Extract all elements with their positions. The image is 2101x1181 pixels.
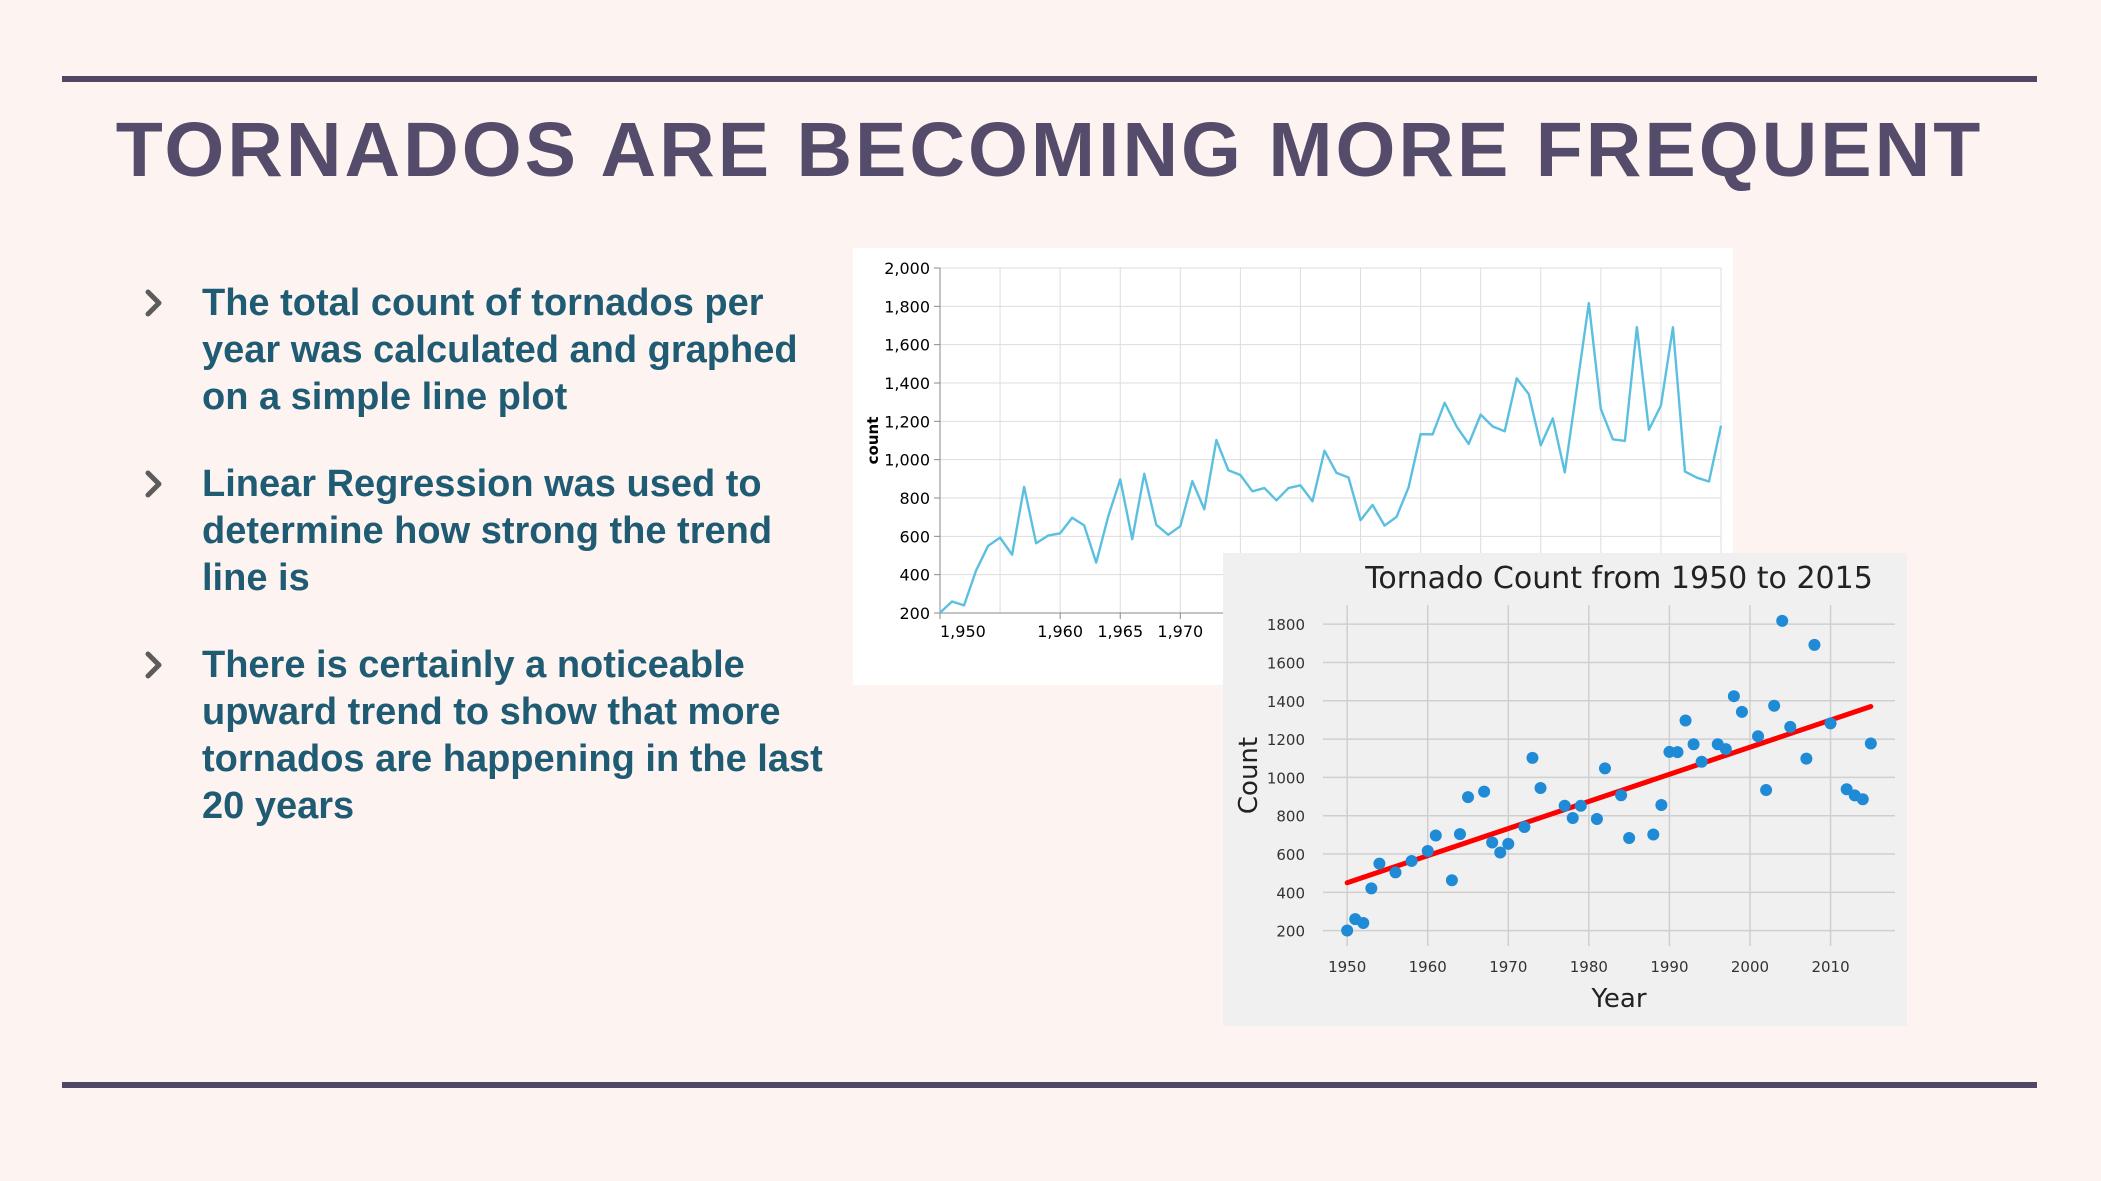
scatter-ytick-label: 400 bbox=[1276, 884, 1305, 902]
scatter-point bbox=[1421, 844, 1434, 857]
scatter-point bbox=[1864, 737, 1877, 750]
line-chart-series bbox=[939, 301, 1723, 614]
scatter-xtick-label: 1970 bbox=[1489, 958, 1527, 976]
scatter-xtick-label: 2000 bbox=[1731, 958, 1769, 976]
scatter-point bbox=[1486, 836, 1499, 849]
top-rule bbox=[62, 76, 2037, 82]
scatter-point bbox=[1679, 714, 1692, 727]
line-chart-ytick-label: 2,000 bbox=[884, 259, 930, 278]
scatter-point bbox=[1760, 784, 1773, 797]
line-chart-ytick-label: 1,800 bbox=[884, 297, 930, 316]
bullet-item: The total count of tornados per year was… bbox=[140, 280, 840, 421]
bullet-text: Linear Regression was used to determine … bbox=[202, 463, 773, 599]
bullet-item: Linear Regression was used to determine … bbox=[140, 461, 840, 602]
scatter-point bbox=[1373, 857, 1386, 870]
scatter-point bbox=[1671, 746, 1684, 759]
scatter-ytick-label: 800 bbox=[1276, 808, 1305, 826]
scatter-point bbox=[1719, 743, 1732, 756]
scatter-point bbox=[1494, 846, 1507, 859]
scatter-point bbox=[1856, 793, 1869, 806]
bullet-list: The total count of tornados per year was… bbox=[140, 280, 840, 870]
chevron-right-icon bbox=[145, 470, 162, 498]
scatter-point bbox=[1647, 828, 1660, 841]
scatter-point bbox=[1478, 785, 1491, 798]
scatter-xtick-label: 1950 bbox=[1328, 958, 1366, 976]
scatter-point bbox=[1365, 882, 1378, 895]
scatter-point bbox=[1518, 821, 1531, 834]
scatter-point bbox=[1687, 738, 1700, 751]
scatter-point bbox=[1623, 831, 1636, 844]
scatter-ytick-label: 1400 bbox=[1267, 693, 1305, 711]
scatter-point bbox=[1776, 614, 1789, 627]
scatter-point bbox=[1405, 854, 1418, 867]
line-chart-ytick-label: 400 bbox=[899, 566, 930, 585]
line-chart-ytick-label: 1,200 bbox=[884, 412, 930, 431]
scatter-point bbox=[1526, 751, 1539, 764]
chevron-right-icon bbox=[145, 651, 162, 679]
slide-title: TORNADOS ARE BECOMING MORE FREQUENT bbox=[115, 107, 1984, 193]
line-chart-xtick-label: 1,970 bbox=[1157, 622, 1203, 641]
scatter-point bbox=[1655, 799, 1668, 812]
scatter-xtick-label: 1990 bbox=[1650, 958, 1688, 976]
scatter-point bbox=[1735, 705, 1748, 718]
scatter-point bbox=[1534, 781, 1547, 794]
scatter-xtick-label: 2010 bbox=[1811, 958, 1849, 976]
scatter-ytick-label: 200 bbox=[1276, 923, 1305, 941]
scatter-point bbox=[1462, 791, 1475, 804]
line-chart-ytick-label: 200 bbox=[899, 604, 930, 623]
scatter-point bbox=[1590, 812, 1603, 825]
line-chart-ytick-label: 1,400 bbox=[884, 374, 930, 393]
scatter-point bbox=[1784, 720, 1797, 733]
line-chart-xtick-label: 1,965 bbox=[1097, 622, 1143, 641]
scatter-point bbox=[1824, 717, 1837, 730]
scatter-point bbox=[1800, 752, 1813, 765]
scatter-ytick-label: 1800 bbox=[1267, 616, 1305, 634]
line-chart-xtick-label: 1,960 bbox=[1037, 622, 1083, 641]
scatter-chart-panel: 200 400 600 800 1000 1200 1400 1600 1800 1950 1960… bbox=[1223, 553, 1907, 1026]
bullet-item: There is certainly a noticeable upward t… bbox=[140, 642, 840, 830]
scatter-point bbox=[1502, 837, 1515, 850]
scatter-point bbox=[1389, 866, 1402, 879]
scatter-xlabel: Year bbox=[1590, 984, 1646, 1014]
scatter-point bbox=[1768, 699, 1781, 712]
chevron-right-icon bbox=[145, 289, 162, 317]
scatter-chart: 200 400 600 800 1000 1200 1400 1600 1800 1950 1960… bbox=[1234, 561, 1895, 1014]
line-chart-xtick-label: 1,950 bbox=[940, 622, 986, 641]
scatter-point bbox=[1566, 812, 1579, 825]
scatter-point bbox=[1695, 755, 1708, 768]
scatter-ytick-label: 1000 bbox=[1267, 769, 1305, 787]
bullet-text: The total count of tornados per year was… bbox=[202, 282, 798, 418]
line-chart-ytick-label: 800 bbox=[899, 489, 930, 508]
scatter-ylabel: Count bbox=[1234, 737, 1264, 814]
scatter-trend-line bbox=[1344, 704, 1874, 886]
scatter-point bbox=[1558, 799, 1571, 812]
line-chart-ylabel: count bbox=[864, 417, 882, 465]
scatter-ytick-label: 1200 bbox=[1267, 731, 1305, 749]
scatter-point bbox=[1808, 638, 1821, 651]
scatter-point bbox=[1615, 789, 1628, 802]
scatter-point bbox=[1453, 828, 1466, 841]
scatter-point bbox=[1357, 917, 1370, 930]
scatter-point bbox=[1727, 690, 1740, 703]
line-chart-ytick-label: 600 bbox=[899, 527, 930, 546]
line-chart-ytick-label: 1,000 bbox=[884, 451, 930, 470]
scatter-ytick-label: 600 bbox=[1276, 846, 1305, 864]
scatter-point bbox=[1598, 762, 1611, 775]
scatter-xtick-label: 1980 bbox=[1570, 958, 1608, 976]
bottom-rule bbox=[62, 1082, 2037, 1088]
scatter-ytick-label: 1600 bbox=[1267, 654, 1305, 672]
scatter-point bbox=[1574, 799, 1587, 812]
scatter-title: Tornado Count from 1950 to 2015 bbox=[1364, 561, 1873, 596]
scatter-xtick-label: 1960 bbox=[1409, 958, 1447, 976]
scatter-point bbox=[1445, 874, 1458, 887]
scatter-point bbox=[1429, 829, 1442, 842]
line-chart-ytick-label: 1,600 bbox=[884, 336, 930, 355]
scatter-point bbox=[1341, 924, 1354, 937]
bullet-text: There is certainly a noticeable upward t… bbox=[202, 644, 823, 827]
scatter-point bbox=[1752, 730, 1765, 743]
